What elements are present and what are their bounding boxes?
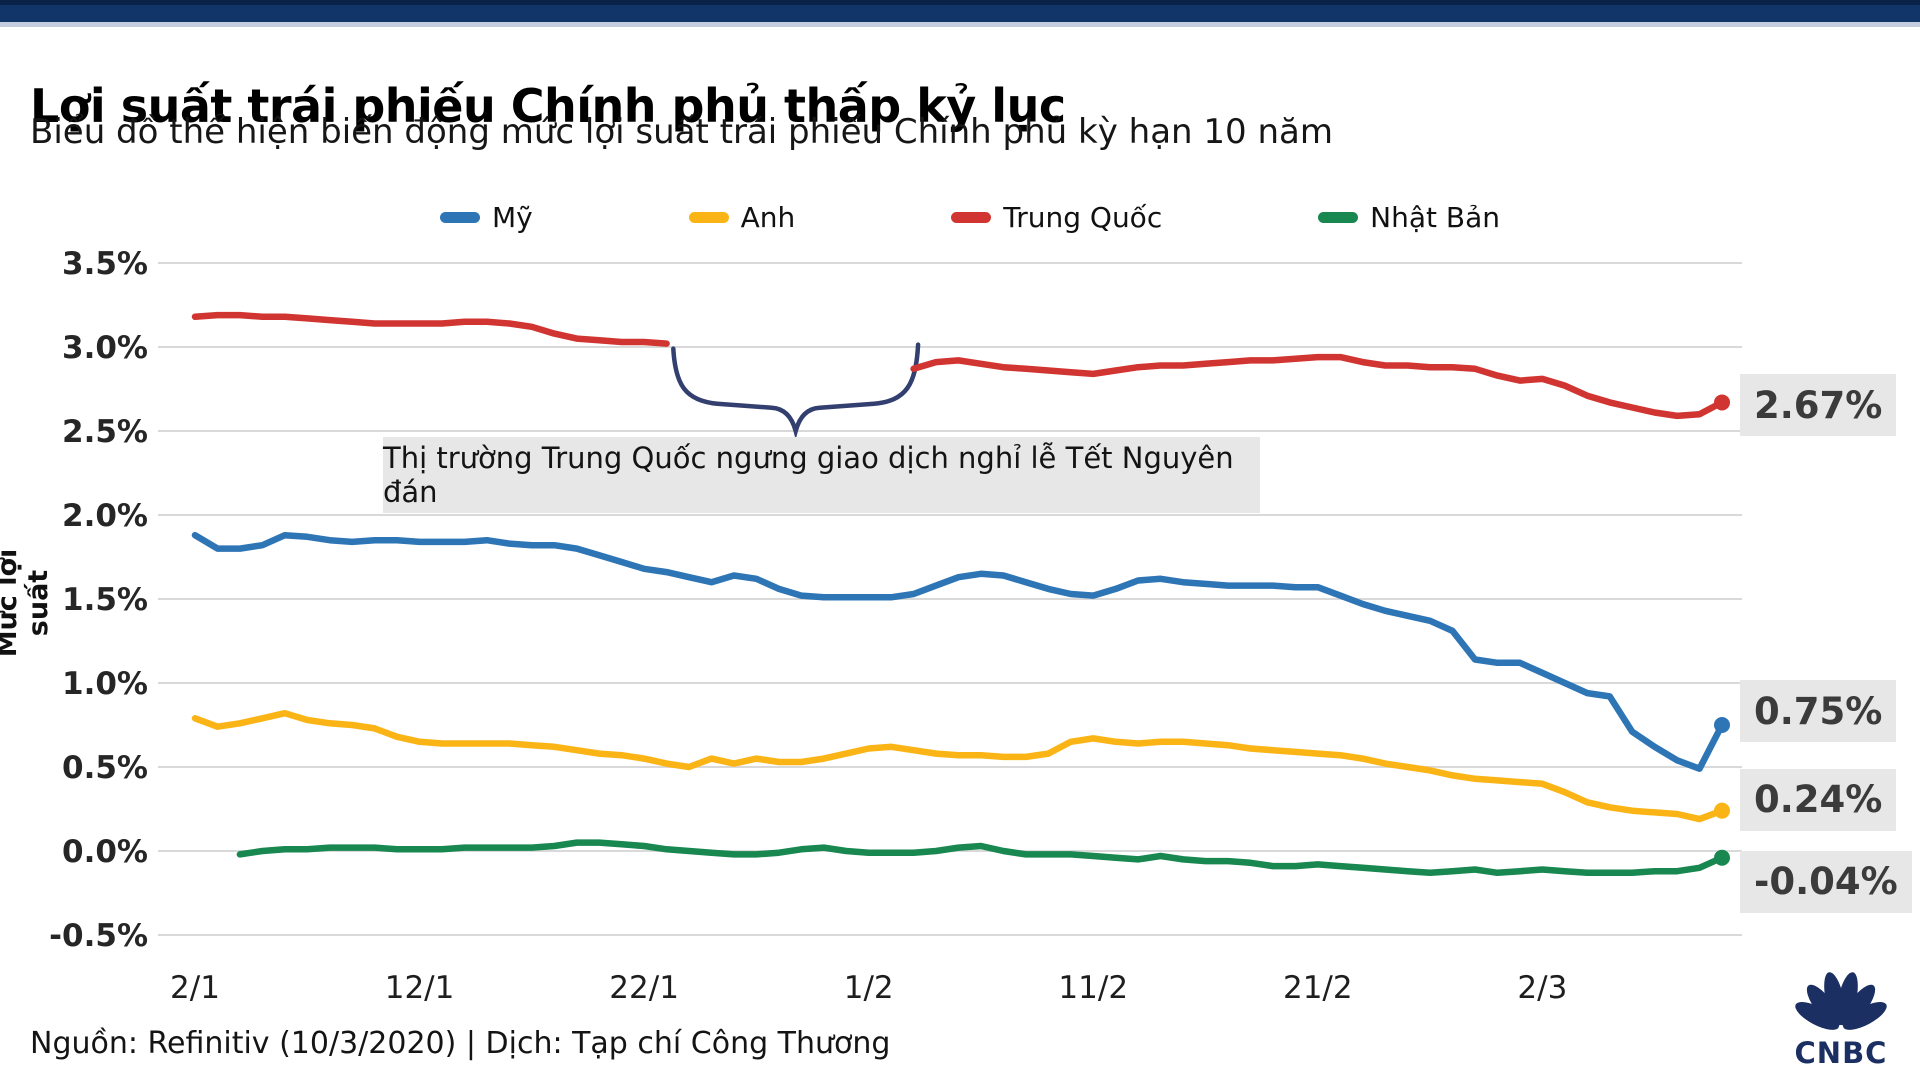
x-tick-label: 21/2 bbox=[1283, 970, 1353, 1006]
y-tick-label: 0.5% bbox=[62, 750, 148, 786]
legend-label: Anh bbox=[740, 200, 796, 234]
y-tick-label: -0.5% bbox=[49, 918, 148, 954]
x-tick-label: 1/2 bbox=[844, 970, 894, 1006]
chart-annotation-text: Thị trường Trung Quốc ngưng giao dịch ng… bbox=[383, 441, 1234, 509]
y-tick-label: 0.0% bbox=[62, 834, 148, 870]
x-tick-label: 11/2 bbox=[1058, 970, 1128, 1006]
legend-item-Anh: Anh bbox=[688, 200, 796, 234]
legend-item-Mỹ: Mỹ bbox=[440, 201, 533, 234]
end-value-label-Nhật Bản: -0.04% bbox=[1740, 850, 1912, 913]
legend-item-Nhật Bản: Nhật Bản bbox=[1318, 201, 1500, 234]
source-line: Nguồn: Refinitiv (10/3/2020) | Dịch: Tạp… bbox=[30, 1026, 891, 1061]
cnbc-logo: CNBC bbox=[1782, 962, 1900, 1070]
x-tick-label: 22/1 bbox=[609, 970, 679, 1006]
series-line-Trung Quốc bbox=[910, 353, 1726, 420]
y-tick-label: 3.5% bbox=[62, 246, 148, 282]
series-line-Nhật Bản bbox=[236, 839, 1726, 877]
end-value-label-Trung Quốc: 2.67% bbox=[1740, 374, 1897, 437]
y-tick-label: 3.0% bbox=[62, 330, 148, 366]
page-subtitle: Biểu đồ thể hiện biến động mức lợi suất … bbox=[30, 112, 1333, 152]
series-line-Trung Quốc bbox=[191, 311, 670, 347]
legend-label: Trung Quốc bbox=[1003, 200, 1163, 234]
series-end-dot-Nhật Bản bbox=[1714, 849, 1730, 866]
y-tick-label: 1.5% bbox=[62, 582, 148, 618]
y-tick-label: 2.0% bbox=[62, 498, 148, 534]
series-end-dot-Trung Quốc bbox=[1714, 394, 1730, 411]
legend-label: Mỹ bbox=[492, 200, 533, 234]
legend-swatch-icon bbox=[440, 211, 480, 223]
end-value-label-Anh: 0.24% bbox=[1740, 768, 1897, 831]
legend-label: Nhật Bản bbox=[1370, 200, 1500, 234]
y-tick-label: 2.5% bbox=[62, 414, 148, 450]
y-tick-label: 1.0% bbox=[62, 666, 148, 702]
chart-legend: Mỹ Anh Trung Quốc Nhật Bản bbox=[440, 196, 1500, 238]
peacock-icon bbox=[1795, 972, 1887, 1030]
holiday-gap-brace bbox=[671, 342, 921, 440]
x-tick-label: 2/3 bbox=[1517, 970, 1567, 1006]
legend-swatch-icon bbox=[688, 211, 729, 223]
series-end-dot-Anh bbox=[1714, 802, 1730, 819]
top-brand-bar bbox=[0, 0, 1920, 22]
x-tick-label: 12/1 bbox=[385, 970, 455, 1006]
series-end-dot-Mỹ bbox=[1714, 717, 1730, 733]
legend-item-Trung Quốc: Trung Quốc bbox=[951, 201, 1162, 234]
chart-annotation-box: Thị trường Trung Quốc ngưng giao dịch ng… bbox=[383, 437, 1260, 513]
series-line-Anh bbox=[191, 709, 1726, 823]
cnbc-logo-text: CNBC bbox=[1794, 1036, 1888, 1070]
x-tick-label: 2/1 bbox=[170, 970, 220, 1006]
top-brand-bar-strip bbox=[0, 22, 1920, 27]
legend-swatch-icon bbox=[951, 211, 992, 223]
page-title: Lợi suất trái phiếu Chính phủ thấp kỷ lụ… bbox=[30, 78, 1066, 133]
series-line-Mỹ bbox=[191, 531, 1726, 772]
end-value-label-Mỹ: 0.75% bbox=[1740, 680, 1897, 742]
legend-swatch-icon bbox=[1318, 211, 1359, 223]
